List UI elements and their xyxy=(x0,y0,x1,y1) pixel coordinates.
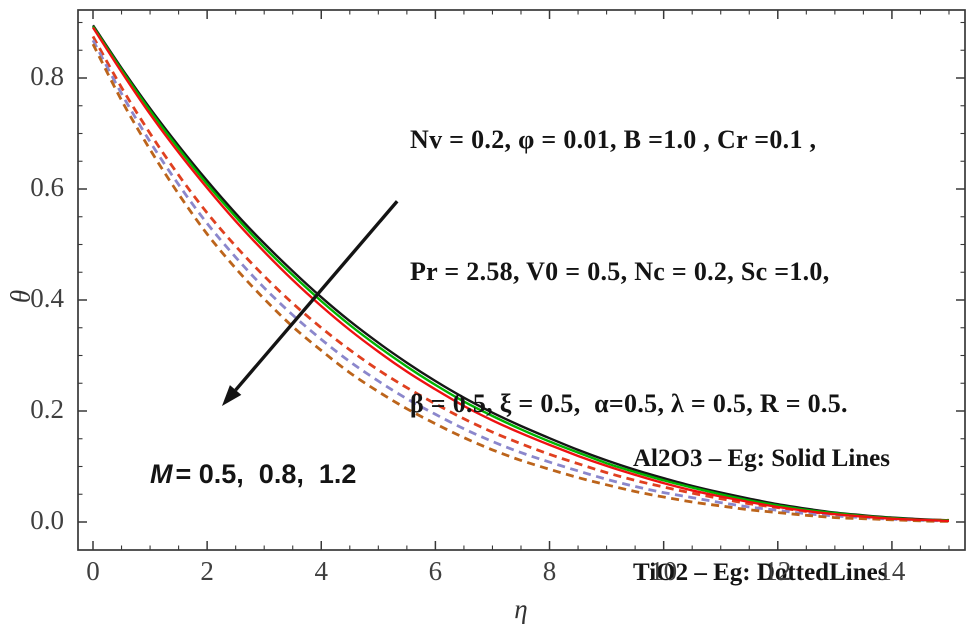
legend-item-al2o3: Al2O3 – Eg: Solid Lines xyxy=(633,445,890,472)
y-tick-label-0.2: 0.2 xyxy=(30,394,64,424)
x-tick-label-2: 2 xyxy=(200,556,214,586)
x-tick-label-4: 4 xyxy=(314,556,329,586)
annotation-line-3: β = 0.5, ξ = 0.5, α=0.5, λ = 0.5, R = 0.… xyxy=(410,389,848,418)
m-values: = 0.5, 0.8, 1.2 xyxy=(175,459,357,489)
x-tick-label-8: 8 xyxy=(542,556,557,586)
legend-item-tio2: TiO2 – Eg: DottedLines xyxy=(633,559,888,586)
x-tick-label-14: 14 xyxy=(878,556,906,586)
y-tick-label-0.6: 0.6 xyxy=(30,172,64,202)
x-tick-label-6: 6 xyxy=(428,556,443,586)
legend: Al2O3 – Eg: Solid Lines TiO2 – Eg: Dotte… xyxy=(633,364,890,632)
x-tick-label-12: 12 xyxy=(764,556,792,586)
parameter-annotation: Nv = 0.2, φ = 0.01, B =1.0 , Cr =0.1 , P… xyxy=(410,30,848,514)
x-tick-label-10: 10 xyxy=(650,556,678,586)
y-tick-label-0.8: 0.8 xyxy=(30,61,64,91)
curve-tio2-eg-m-0.8 xyxy=(91,39,950,523)
x-tick-label-0: 0 xyxy=(86,556,100,586)
curve-al2o3-eg-m-1.2 xyxy=(91,26,950,523)
curve-tio2-eg-m-1.2 xyxy=(91,43,950,523)
y-tick-label-0.4: 0.4 xyxy=(30,283,64,313)
m-symbol: M xyxy=(150,459,173,489)
annotation-line-2: Pr = 2.58, V0 = 0.5, Nc = 0.2, Sc =1.0, xyxy=(410,257,830,286)
annotation-line-1: Nv = 0.2, φ = 0.01, B =1.0 , Cr =0.1 , xyxy=(410,125,817,154)
y-tick-label-0.0: 0.0 xyxy=(30,505,64,535)
m-values-label: M = 0.5, 0.8, 1.2 xyxy=(150,459,356,490)
m-direction-arrow-shaft xyxy=(234,200,399,392)
m-direction-arrow-head xyxy=(221,385,242,407)
x-axis-label: η xyxy=(514,594,528,624)
